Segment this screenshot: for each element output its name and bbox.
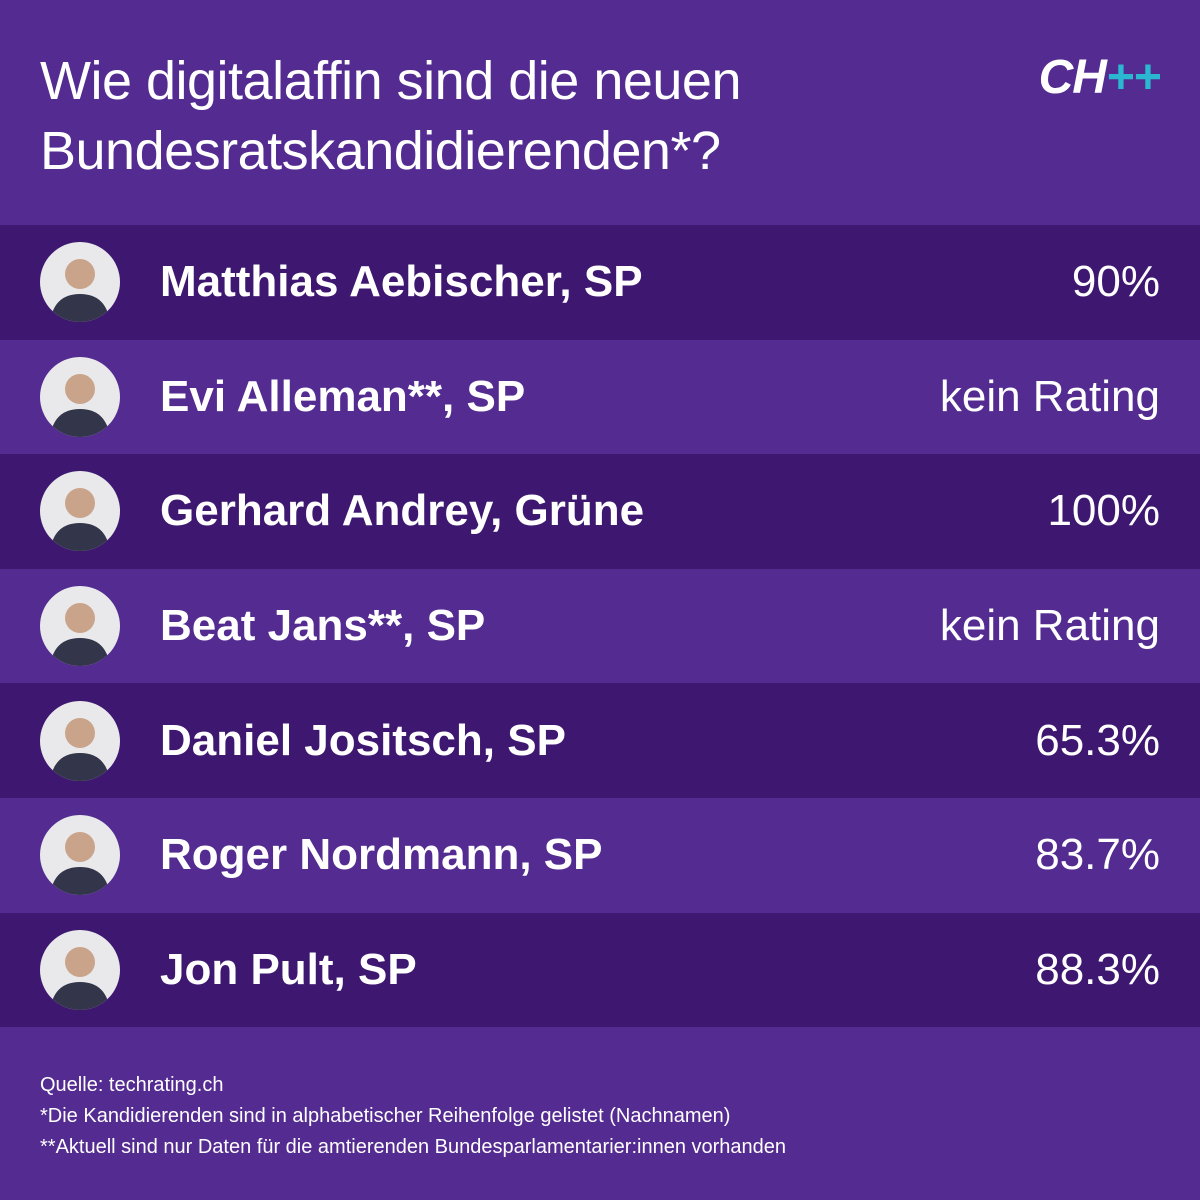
logo: CH++ [1038, 50, 1161, 105]
candidate-name: Matthias Aebischer, SP [160, 257, 643, 307]
avatar [40, 586, 120, 667]
logo-text: CH [1038, 51, 1107, 104]
avatar [40, 815, 120, 896]
title-line: Wie digitalaffin sind die neuen [40, 51, 741, 111]
rating: kein Rating [939, 601, 1160, 651]
avatar-silhouette [50, 946, 110, 1010]
avatar-silhouette [50, 832, 110, 896]
avatar-silhouette [50, 717, 110, 781]
avatar [40, 242, 120, 323]
table-row: Daniel Jositsch, SP 65.3% [0, 683, 1200, 798]
candidate-name: Daniel Jositsch, SP [160, 715, 566, 765]
table-row: Jon Pult, SP 88.3% [0, 912, 1200, 1028]
avatar-silhouette [50, 488, 110, 552]
table-row: Roger Nordmann, SP 83.7% [0, 797, 1200, 913]
table-row: Beat Jans**, SP kein Rating [0, 568, 1200, 684]
candidate-name: Gerhard Andrey, Grüne [160, 486, 645, 536]
table: Matthias Aebischer, SP 90% Evi Alleman**, … [0, 225, 1200, 1028]
avatar-silhouette [50, 259, 110, 323]
avatar-silhouette [50, 603, 110, 667]
avatar [40, 929, 120, 1010]
candidate-name: Jon Pult, SP [160, 944, 417, 994]
rating: 83.7% [1035, 830, 1160, 880]
avatar [40, 700, 120, 781]
table-row: Evi Alleman**, SP kein Rating [0, 339, 1200, 455]
rating: 65.3% [1035, 715, 1160, 765]
rating: 88.3% [1035, 944, 1160, 994]
rating: 90% [1071, 257, 1160, 307]
rating: kein Rating [939, 371, 1160, 421]
avatar-silhouette [50, 373, 110, 437]
avatar [40, 471, 120, 552]
footnote: *Die Kandidierenden sind in alphabetisch… [40, 1105, 731, 1127]
footer: Quelle: techrating.ch *Die Kandidierenden… [40, 1070, 786, 1163]
footnote: Quelle: techrating.ch [40, 1074, 224, 1096]
candidate-name: Beat Jans**, SP [160, 601, 486, 651]
title-line: Bundesratskandidierenden*? [40, 121, 721, 181]
footnote: **Aktuell sind nur Daten für die amtiere… [40, 1136, 787, 1158]
table-row: Gerhard Andrey, Grüne 100% [0, 454, 1200, 569]
candidate-name: Roger Nordmann, SP [160, 830, 603, 880]
title: Wie digitalaffin sind die neuen Bundesra… [40, 46, 741, 186]
avatar [40, 356, 120, 437]
candidate-name: Evi Alleman**, SP [160, 371, 526, 421]
table-row: Matthias Aebischer, SP 90% [0, 225, 1200, 340]
logo-accent: ++ [1105, 51, 1161, 104]
rating: 100% [1047, 486, 1160, 536]
